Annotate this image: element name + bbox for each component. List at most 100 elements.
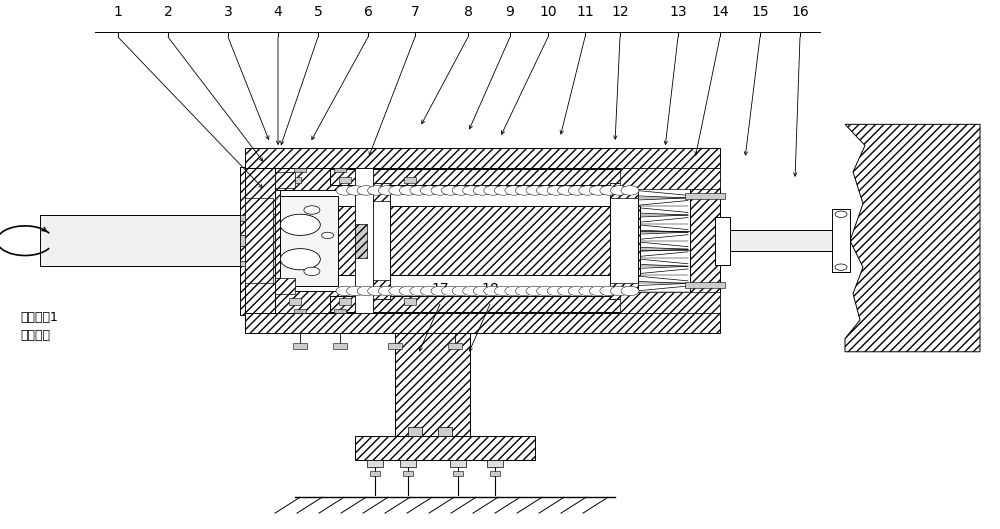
Circle shape <box>463 186 481 195</box>
Circle shape <box>515 286 533 296</box>
Text: 17: 17 <box>431 282 449 296</box>
Bar <box>245 198 273 283</box>
Circle shape <box>420 286 438 296</box>
Text: 7: 7 <box>411 5 419 19</box>
Circle shape <box>547 186 565 195</box>
Circle shape <box>547 286 565 296</box>
Circle shape <box>357 186 375 195</box>
Bar <box>339 298 351 305</box>
Circle shape <box>378 186 396 195</box>
Bar <box>408 427 422 436</box>
Bar <box>240 167 280 315</box>
Circle shape <box>579 186 597 195</box>
Circle shape <box>515 186 533 195</box>
Bar <box>404 177 416 183</box>
Bar <box>610 283 638 299</box>
Circle shape <box>357 286 375 296</box>
Text: 9: 9 <box>506 5 514 19</box>
Circle shape <box>494 186 512 195</box>
Circle shape <box>621 286 639 296</box>
Bar <box>487 460 503 467</box>
Bar <box>395 333 470 436</box>
Bar <box>333 343 347 349</box>
Circle shape <box>600 286 618 296</box>
Circle shape <box>579 286 597 296</box>
Bar <box>280 196 338 286</box>
Text: 6: 6 <box>364 5 372 19</box>
Text: 5: 5 <box>314 5 322 19</box>
Circle shape <box>610 186 628 195</box>
Bar <box>404 298 416 305</box>
Text: 2: 2 <box>164 5 172 19</box>
Circle shape <box>621 186 639 195</box>
Circle shape <box>399 186 417 195</box>
Bar <box>245 168 370 313</box>
Bar <box>620 168 720 313</box>
Text: 16: 16 <box>791 5 809 19</box>
Bar <box>330 169 645 185</box>
Text: 转动方向1: 转动方向1 <box>20 311 58 324</box>
Text: （正向）: （正向） <box>20 330 50 342</box>
Bar <box>355 224 367 258</box>
Bar <box>832 209 850 272</box>
Circle shape <box>452 286 470 296</box>
Bar <box>289 177 301 183</box>
Bar <box>490 471 500 476</box>
Circle shape <box>368 286 386 296</box>
Circle shape <box>537 286 555 296</box>
Bar <box>453 471 463 476</box>
Polygon shape <box>845 124 980 352</box>
Circle shape <box>347 186 365 195</box>
Circle shape <box>505 286 523 296</box>
Circle shape <box>389 186 407 195</box>
Text: 15: 15 <box>751 5 769 19</box>
Bar <box>330 296 645 312</box>
Text: 8: 8 <box>464 5 472 19</box>
Circle shape <box>410 186 428 195</box>
Circle shape <box>505 186 523 195</box>
Text: 13: 13 <box>669 5 687 19</box>
Circle shape <box>304 267 320 276</box>
Circle shape <box>526 286 544 296</box>
Circle shape <box>431 186 449 195</box>
Bar <box>355 436 535 460</box>
Circle shape <box>835 264 847 270</box>
Circle shape <box>280 249 320 270</box>
Circle shape <box>452 186 470 195</box>
Circle shape <box>368 186 386 195</box>
Bar <box>240 261 252 266</box>
Circle shape <box>304 206 320 214</box>
Bar <box>715 217 730 264</box>
Bar <box>360 183 390 299</box>
Bar <box>620 168 720 189</box>
Bar <box>370 471 380 476</box>
Bar <box>685 282 725 288</box>
Bar <box>245 168 275 313</box>
Circle shape <box>410 286 428 296</box>
Circle shape <box>589 186 607 195</box>
Bar <box>450 460 466 467</box>
Circle shape <box>322 232 334 239</box>
Circle shape <box>336 286 354 296</box>
Bar <box>438 427 452 436</box>
Bar <box>334 309 346 313</box>
Text: 18: 18 <box>481 282 499 296</box>
Circle shape <box>420 186 438 195</box>
Text: 1: 1 <box>114 5 122 19</box>
Circle shape <box>558 186 576 195</box>
Circle shape <box>835 211 847 217</box>
Bar <box>240 215 252 221</box>
Circle shape <box>389 286 407 296</box>
Circle shape <box>473 186 491 195</box>
Circle shape <box>610 286 628 296</box>
Bar <box>334 168 346 172</box>
Circle shape <box>280 214 320 235</box>
Circle shape <box>473 286 491 296</box>
Bar <box>448 343 462 349</box>
Text: 11: 11 <box>576 5 594 19</box>
Bar <box>339 177 351 183</box>
Bar <box>360 183 390 201</box>
Bar <box>245 148 720 168</box>
Circle shape <box>568 186 586 195</box>
Bar <box>240 235 252 246</box>
